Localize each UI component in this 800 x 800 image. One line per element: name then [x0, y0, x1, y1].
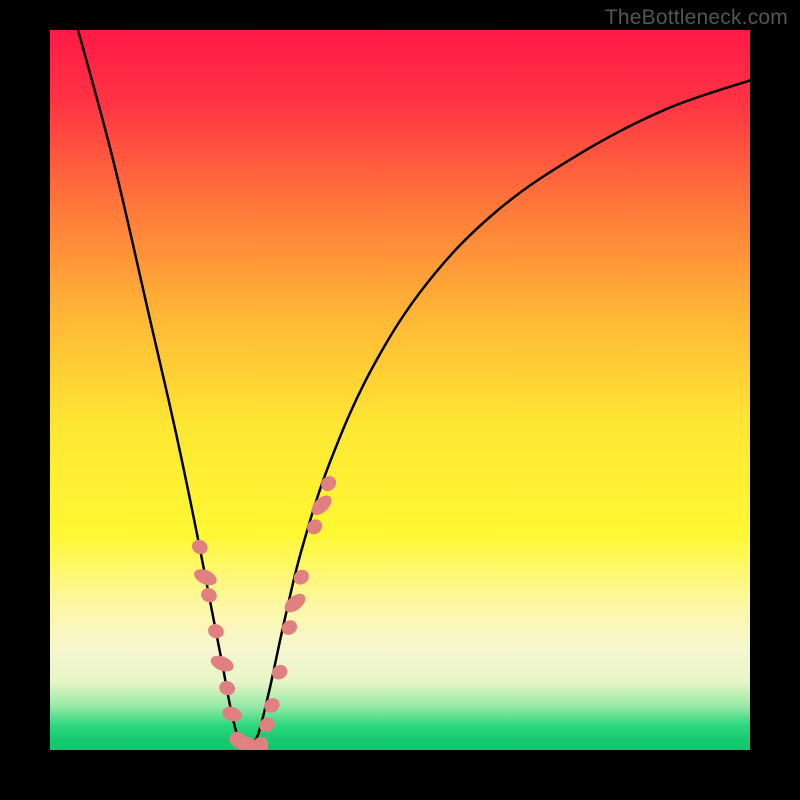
gradient-background: [50, 30, 750, 750]
watermark-text: TheBottleneck.com: [605, 6, 788, 30]
chart-container: TheBottleneck.com: [0, 0, 800, 800]
bottleneck-curve-chart: [0, 0, 800, 800]
